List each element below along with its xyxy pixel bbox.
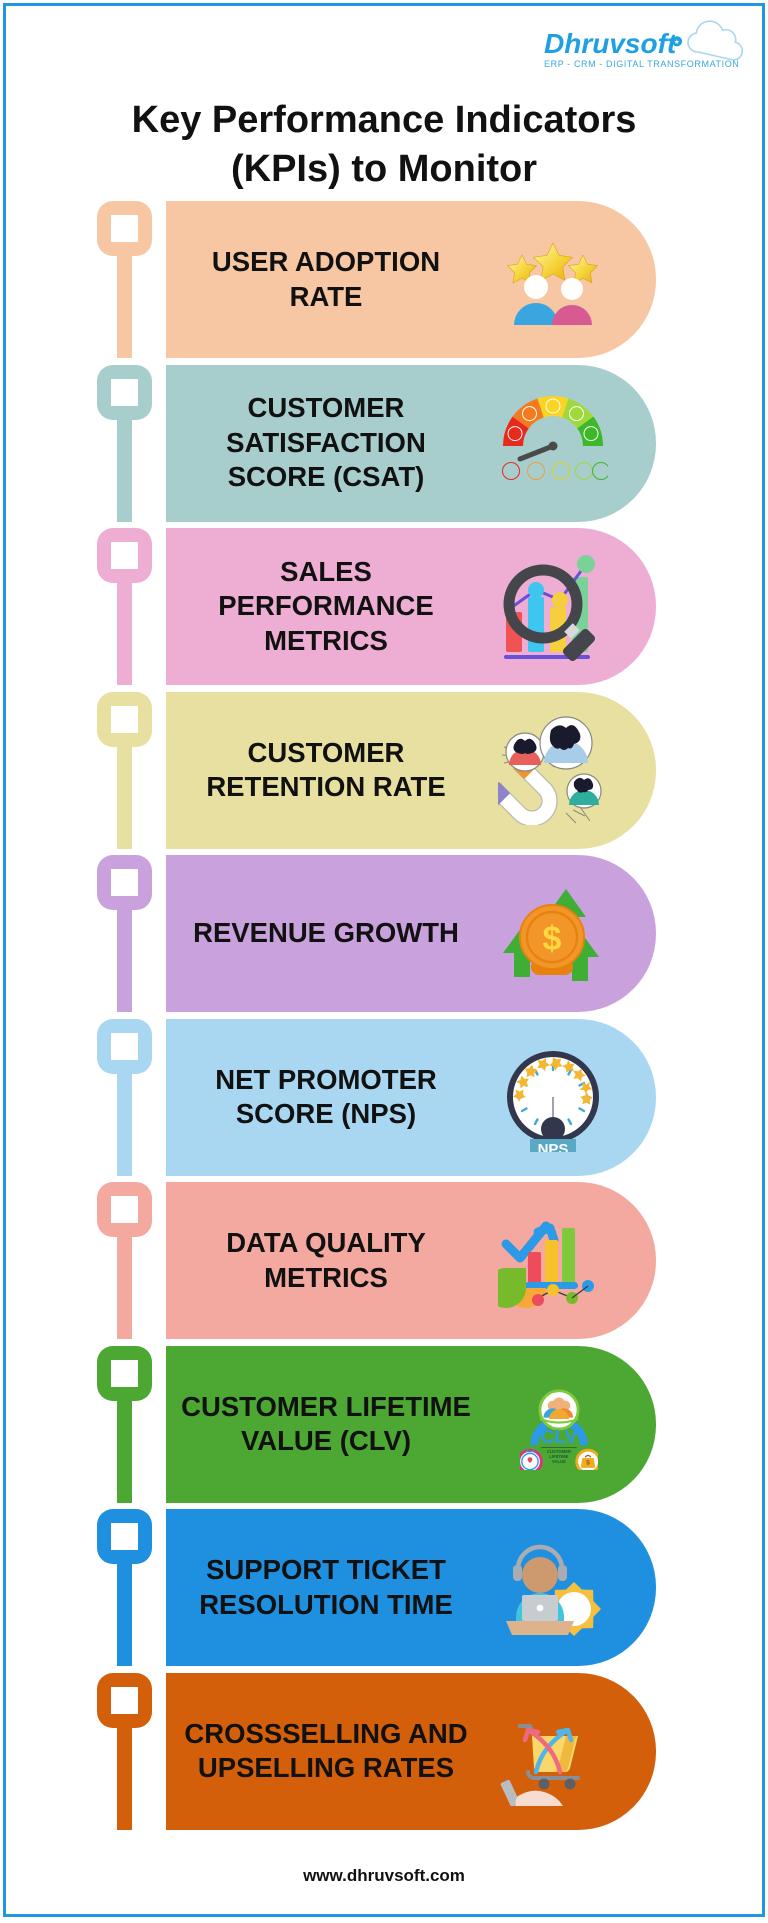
svg-text:NPS: NPS: [538, 1141, 569, 1152]
svg-text:VALUE: VALUE: [552, 1459, 566, 1464]
svg-text:$: $: [586, 1459, 590, 1466]
svg-text:ERP - CRM - DIGITAL TRANSFORMA: ERP - CRM - DIGITAL TRANSFORMATION: [544, 59, 739, 69]
svg-text:LIFETIME: LIFETIME: [549, 1454, 568, 1459]
svg-text:CLV: CLV: [541, 1427, 578, 1448]
svg-text:CUSTOMER: CUSTOMER: [547, 1449, 571, 1454]
svg-text:Dhruvsoft: Dhruvsoft: [544, 28, 678, 59]
svg-text:$: $: [543, 920, 562, 958]
svg-text:★: ★: [674, 39, 680, 46]
